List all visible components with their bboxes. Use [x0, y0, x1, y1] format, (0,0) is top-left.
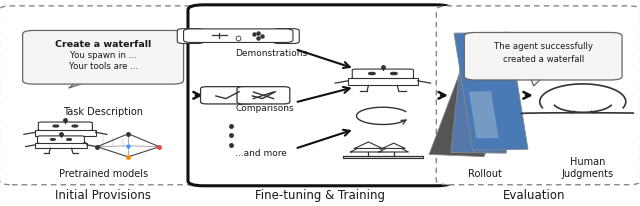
- FancyBboxPatch shape: [436, 7, 640, 185]
- Polygon shape: [454, 33, 528, 150]
- Text: Comparisons: Comparisons: [235, 104, 294, 113]
- Circle shape: [369, 73, 375, 75]
- Text: You spawn in ...: You spawn in ...: [70, 51, 136, 60]
- FancyBboxPatch shape: [200, 87, 253, 104]
- Text: Fine-tuning & Training: Fine-tuning & Training: [255, 188, 385, 201]
- Text: ...and more: ...and more: [235, 149, 287, 158]
- Polygon shape: [469, 92, 499, 139]
- Text: Create a waterfall: Create a waterfall: [55, 40, 151, 49]
- Text: Human
Judgments: Human Judgments: [561, 157, 613, 178]
- Polygon shape: [351, 143, 387, 152]
- FancyBboxPatch shape: [177, 29, 204, 44]
- FancyBboxPatch shape: [35, 143, 86, 149]
- FancyBboxPatch shape: [273, 29, 300, 44]
- Polygon shape: [343, 156, 422, 158]
- Polygon shape: [68, 80, 95, 89]
- FancyBboxPatch shape: [352, 70, 413, 79]
- FancyBboxPatch shape: [184, 30, 293, 43]
- Text: Demonstrations: Demonstrations: [235, 48, 307, 57]
- FancyBboxPatch shape: [38, 122, 92, 131]
- Text: Evaluation: Evaluation: [502, 188, 565, 201]
- Circle shape: [390, 73, 397, 75]
- Circle shape: [53, 125, 59, 127]
- FancyBboxPatch shape: [464, 33, 622, 81]
- Text: Your tools are ...: Your tools are ...: [68, 62, 138, 71]
- Text: Rollout: Rollout: [468, 169, 502, 179]
- FancyBboxPatch shape: [38, 136, 84, 144]
- Text: Task Description: Task Description: [63, 106, 143, 116]
- FancyBboxPatch shape: [237, 87, 290, 104]
- FancyBboxPatch shape: [22, 31, 184, 85]
- Text: Pretrained models: Pretrained models: [58, 169, 148, 179]
- FancyBboxPatch shape: [188, 6, 452, 186]
- FancyBboxPatch shape: [348, 78, 417, 86]
- FancyBboxPatch shape: [35, 130, 95, 137]
- Text: created a waterfall: created a waterfall: [502, 55, 584, 64]
- Circle shape: [72, 125, 78, 127]
- Polygon shape: [379, 145, 408, 152]
- Text: The agent successfully: The agent successfully: [493, 42, 593, 51]
- Polygon shape: [529, 76, 545, 87]
- Polygon shape: [382, 143, 405, 149]
- Polygon shape: [429, 39, 528, 157]
- FancyBboxPatch shape: [0, 7, 204, 185]
- Circle shape: [51, 139, 55, 140]
- Polygon shape: [451, 36, 518, 153]
- Text: Initial Provisions: Initial Provisions: [55, 188, 151, 201]
- Circle shape: [67, 139, 72, 140]
- Polygon shape: [355, 142, 382, 149]
